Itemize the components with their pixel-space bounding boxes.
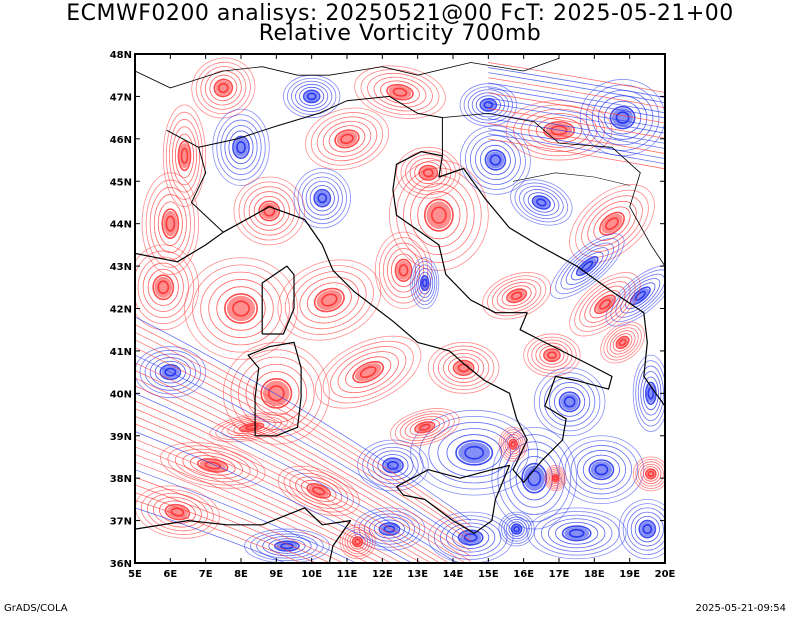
lat-tick-label: 47N — [110, 92, 132, 103]
lon-tick-label: 14E — [443, 569, 464, 580]
footer-credit: GrADS/COLA — [4, 603, 68, 614]
lat-tick-label: 39N — [110, 432, 132, 443]
lat-tick-label: 48N — [110, 50, 132, 61]
lat-tick-label: 38N — [110, 474, 132, 485]
lon-tick-label: 19E — [619, 569, 640, 580]
lat-tick-label: 46N — [110, 135, 132, 146]
vorticity-field — [135, 54, 665, 563]
map-subtitle: Relative Vorticity 700mb — [258, 21, 542, 46]
lat-tick-label: 36N — [110, 559, 132, 570]
lon-tick-label: 16E — [513, 569, 534, 580]
lat-tick-label: 37N — [110, 517, 132, 528]
lat-tick-label: 45N — [110, 177, 132, 188]
lon-tick-label: 9E — [269, 569, 283, 580]
lat-tick-label: 41N — [110, 347, 132, 358]
lat-tick-label: 44N — [110, 220, 132, 231]
footer-timestamp: 2025-05-21-09:54 — [695, 603, 786, 614]
lon-tick-label: 11E — [337, 569, 358, 580]
coastlines — [135, 57, 665, 563]
lon-tick-label: 10E — [301, 569, 322, 580]
lon-tick-label: 13E — [407, 569, 428, 580]
lat-tick-label: 40N — [110, 389, 132, 400]
lat-tick-label: 43N — [110, 262, 132, 273]
map-title: ECMWF0200 analisys: 20250521@00 FcT: 202… — [66, 1, 734, 26]
lon-tick-label: 18E — [584, 569, 605, 580]
lon-tick-label: 15E — [478, 569, 499, 580]
lon-tick-label: 7E — [199, 569, 213, 580]
lon-tick-label: 5E — [128, 569, 142, 580]
lat-tick-label: 42N — [110, 305, 132, 316]
lon-tick-label: 12E — [372, 569, 393, 580]
axis-ticks: 5E 6E 7E 8E 9E 10E 11E 12E 13E 14E 15E 16E 17E 18E 19E… — [110, 50, 676, 580]
lon-tick-label: 6E — [163, 569, 177, 580]
lon-tick-label: 17E — [549, 569, 570, 580]
lon-tick-label: 20E — [655, 569, 676, 580]
lon-tick-label: 8E — [234, 569, 248, 580]
